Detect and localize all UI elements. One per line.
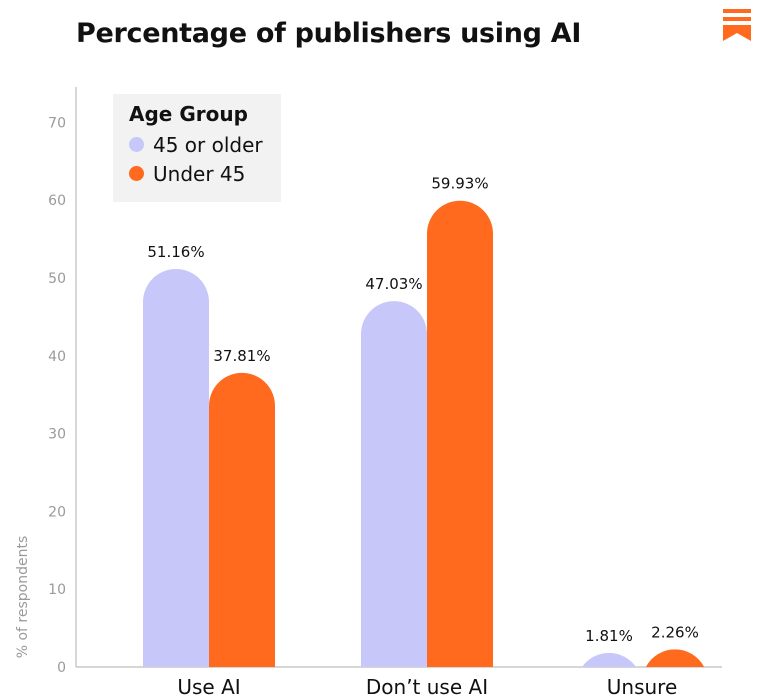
y-tick-label: 20 xyxy=(48,504,66,520)
y-tick-label: 30 xyxy=(48,427,66,443)
bar-value-label: 37.81% xyxy=(213,347,270,365)
bar-older xyxy=(581,652,637,667)
legend-swatch-older xyxy=(129,137,144,152)
legend-swatch-younger xyxy=(129,166,144,181)
y-tick-label: 0 xyxy=(57,660,66,676)
y-axis-label: % of respondents xyxy=(15,536,31,659)
y-tick-label: 70 xyxy=(48,115,66,131)
bar-younger xyxy=(645,649,705,667)
legend-item-younger: Under 45 xyxy=(129,159,281,188)
legend-title: Age Group xyxy=(129,102,248,126)
legend-item-older: 45 or older xyxy=(129,130,281,159)
bar-younger xyxy=(427,200,493,667)
x-category-label: Use AI xyxy=(177,675,240,699)
bar-value-label: 2.26% xyxy=(651,623,699,641)
y-tick-label: 60 xyxy=(48,193,66,209)
legend-label-younger: Under 45 xyxy=(153,161,246,186)
bar-value-label: 51.16% xyxy=(147,243,204,261)
x-category-label: Don’t use AI xyxy=(366,675,488,699)
y-tick-label: 40 xyxy=(48,349,66,365)
bar-value-label: 59.93% xyxy=(431,175,488,193)
bar-older xyxy=(143,268,209,667)
legend-label-older: 45 or older xyxy=(153,132,263,157)
substack-bookmark-icon xyxy=(723,9,751,41)
y-tick-label: 50 xyxy=(48,271,66,287)
legend: Age Group 45 or older Under 45 xyxy=(113,94,281,202)
chart-title: Percentage of publishers using AI xyxy=(76,18,582,49)
bar-younger xyxy=(209,372,275,667)
bar-value-label: 1.81% xyxy=(585,627,633,645)
x-category-label: Unsure xyxy=(607,675,678,699)
y-tick-label: 10 xyxy=(48,582,66,598)
bar-older xyxy=(361,301,427,667)
bar-value-label: 47.03% xyxy=(365,275,422,293)
